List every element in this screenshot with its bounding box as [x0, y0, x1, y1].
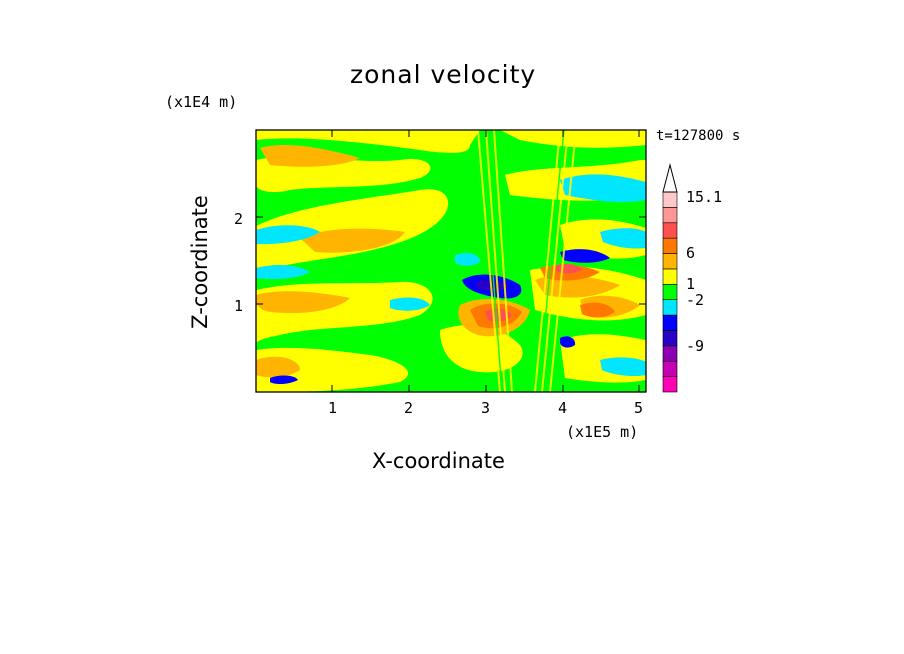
colorbar-label: 1: [686, 275, 696, 293]
colorbar-label: 6: [686, 244, 696, 262]
colorbar-band: [662, 360, 678, 377]
y-unit-label: (x1E4 m): [165, 93, 238, 111]
y-tick-label: 2: [234, 210, 244, 228]
colorbar-label: -9: [686, 337, 705, 355]
x-tick-label: 5: [634, 399, 644, 417]
colorbar-band: [662, 330, 678, 347]
x-axis-title: X-coordinate: [372, 449, 505, 473]
colorbar-band: [662, 345, 678, 362]
colorbar-band: [662, 237, 678, 254]
x-tick-label: 1: [328, 399, 338, 417]
colorbar-band: [662, 207, 678, 224]
colorbar-band: [662, 268, 678, 285]
colorbar-band: [662, 299, 678, 316]
y-tick-label: 1: [234, 297, 244, 315]
x-tick-label: 4: [558, 399, 568, 417]
colorbar-band: [662, 284, 678, 300]
x-unit-label: (x1E5 m): [566, 423, 639, 441]
colorbar-band: [662, 191, 678, 208]
x-tick-label: 2: [404, 399, 414, 417]
colorbar-band: [662, 314, 678, 331]
axis-ticks: [256, 130, 646, 392]
time-label: t=127800 s: [656, 128, 741, 144]
chart-title: zonal velocity: [350, 60, 537, 89]
plot-frame: [255, 129, 647, 393]
heatmap-field: [256, 130, 646, 392]
colorbar-extend-arrow: [662, 163, 678, 193]
colorbar-band: [662, 376, 678, 393]
colorbar: [662, 191, 678, 393]
colorbar-band: [662, 253, 678, 270]
x-tick-label: 3: [481, 399, 491, 417]
colorbar-label: -2: [686, 291, 705, 309]
colorbar-label: 15.1: [686, 188, 723, 206]
colorbar-band: [662, 222, 678, 239]
